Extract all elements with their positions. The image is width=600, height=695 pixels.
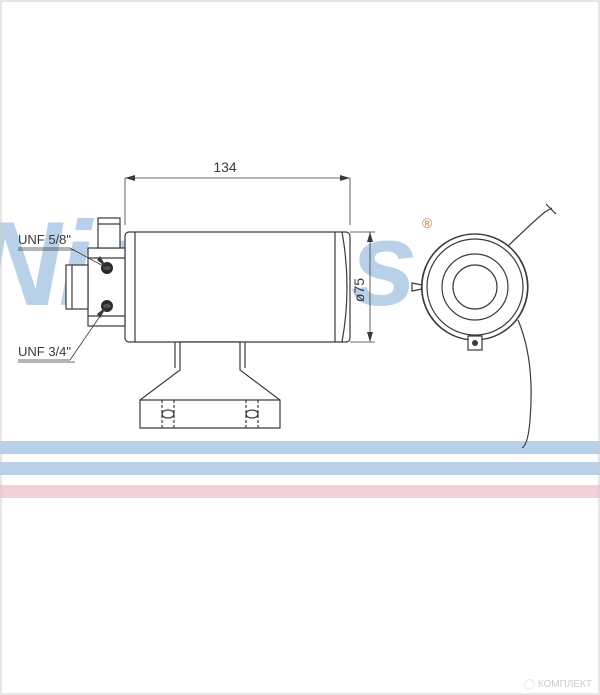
end-view: [412, 204, 556, 448]
cylinder-body: [125, 232, 350, 342]
mounting-bracket: [140, 342, 280, 428]
footer-logo: ◯ КОМПЛЕКТ: [524, 679, 592, 690]
dim-diameter: ø75: [351, 278, 367, 302]
outer-border: [1, 1, 599, 694]
footer-logo-text: КОМПЛЕКТ: [538, 679, 592, 690]
dim-length: 134: [213, 159, 237, 175]
thread-top-label: UNF 5/8": [18, 232, 71, 247]
technical-drawing: 134 UNF 5/8" UNF 3/4" ø75: [0, 0, 600, 695]
left-flange: [88, 248, 125, 326]
thread-bottom-label: UNF 3/4": [18, 344, 71, 359]
